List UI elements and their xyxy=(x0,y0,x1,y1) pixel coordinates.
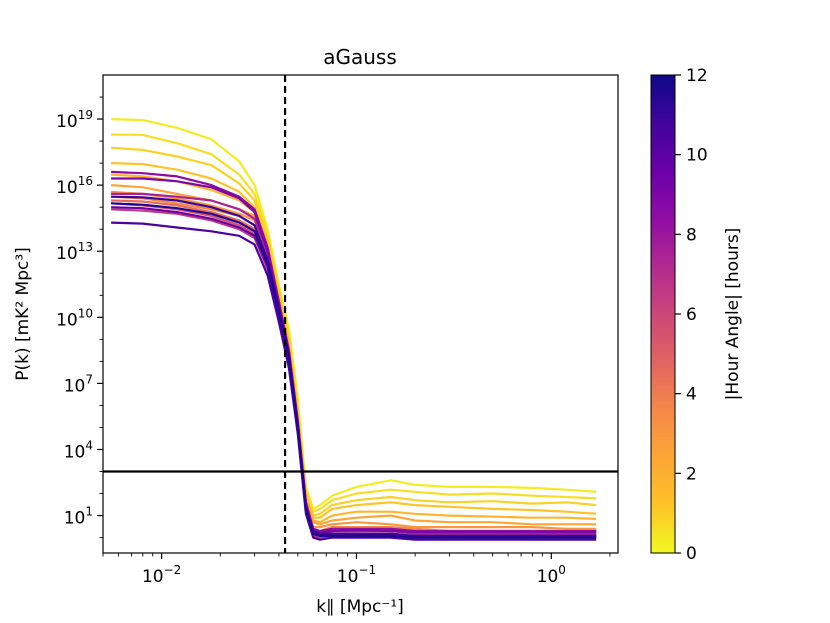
reference-lines xyxy=(103,75,618,553)
y-axis-label: P(k) [mK² Mpc³] xyxy=(13,247,33,381)
series-line-12 xyxy=(111,192,597,535)
series-line-18 xyxy=(111,202,597,539)
y-tick-label: 1019 xyxy=(56,108,93,132)
x-tick-label: 10−2 xyxy=(142,563,181,587)
colorbar-tick-label: 0 xyxy=(686,544,697,564)
colorbar-tick-label: 12 xyxy=(686,66,708,86)
colorbar-tick-label: 4 xyxy=(686,385,697,405)
y-axis-ticks: 101 104 107 1010 1013 1016 1019 xyxy=(56,96,103,539)
y-tick-label: 101 xyxy=(64,505,93,529)
colorbar-tick-label: 6 xyxy=(686,305,697,325)
y-tick-label: 104 xyxy=(64,438,93,462)
x-axis-ticks: 10−2 10−1 100 xyxy=(102,553,611,587)
y-tick-label: 1016 xyxy=(56,174,93,198)
y-tick-label: 1013 xyxy=(56,240,93,264)
plot-frame xyxy=(102,74,619,554)
colorbar-tick-label: 2 xyxy=(686,464,697,484)
series-line-17 xyxy=(111,195,597,537)
series-line-6 xyxy=(111,184,597,526)
chart-title: aGauss xyxy=(323,45,397,69)
series-line-10 xyxy=(111,202,597,537)
series-line-5 xyxy=(111,173,597,524)
series-layer xyxy=(111,118,597,541)
colorbar-tick-label: 8 xyxy=(686,225,697,245)
y-tick-label: 1010 xyxy=(56,306,93,330)
series-line-2 xyxy=(111,133,597,513)
series-line-14 xyxy=(111,177,597,534)
series-line-7 xyxy=(111,190,597,530)
colorbar-tick-label: 10 xyxy=(686,146,708,166)
colorbar-ticks: 0 2 4 6 8 10 12 xyxy=(675,66,708,564)
series-line-13 xyxy=(111,170,597,533)
series-line-8 xyxy=(111,195,597,533)
x-axis-label: k∥ [Mpc⁻¹] xyxy=(316,597,404,617)
colorbar-label: |Hour Angle| [hours] xyxy=(723,228,743,401)
x-tick-label: 10−1 xyxy=(337,563,376,587)
x-tick-label: 100 xyxy=(537,563,566,587)
series-line-9 xyxy=(111,199,597,535)
y-tick-label: 107 xyxy=(64,372,93,396)
series-line-16 xyxy=(111,221,597,541)
colorbar xyxy=(650,74,676,554)
series-line-4 xyxy=(111,162,597,519)
